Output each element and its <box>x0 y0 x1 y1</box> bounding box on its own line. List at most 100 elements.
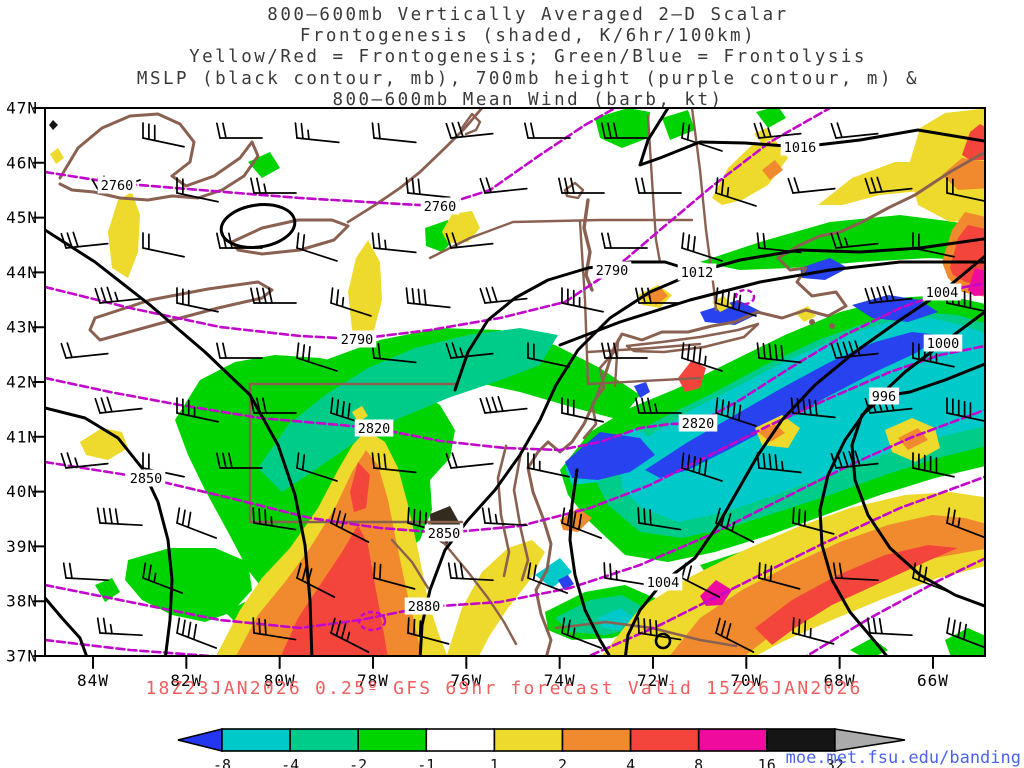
oneida-lake <box>563 181 585 200</box>
frontogenesis-yellow-region <box>108 192 140 278</box>
height-contour-label-box <box>592 261 632 279</box>
wind-barb <box>94 396 143 414</box>
wind-barb <box>561 397 604 423</box>
wind-barb <box>635 177 682 194</box>
lat-axis: 47N 46N 45N 44N 43N 42N 41N 40N 39N 38N 37N <box>6 99 46 666</box>
wind-barb <box>946 177 985 202</box>
wind-barb-staff <box>681 137 723 152</box>
wind-barb-staff <box>65 462 109 469</box>
wind-barb-tick <box>451 342 458 359</box>
wind-barb <box>790 397 836 419</box>
wind-barb <box>715 177 757 207</box>
wind-barb-tick <box>264 509 267 526</box>
wind-barb-staff <box>527 467 570 478</box>
height-contour-label: 2820 <box>358 421 391 437</box>
long-island <box>625 322 760 354</box>
wind-barb-tick <box>384 239 387 251</box>
wind-barb-tick <box>102 507 107 525</box>
wind-barb-tick <box>681 562 687 579</box>
wind-barb-tick <box>790 397 794 414</box>
wind-barb <box>252 507 297 531</box>
height-contour-label-box <box>97 176 137 194</box>
wind-barb-tick <box>294 122 298 139</box>
mslp-contour-label: 1012 <box>681 265 714 281</box>
wind-barb <box>445 121 494 139</box>
frontogenesis-red-region <box>755 545 958 645</box>
wind-barb-tick <box>532 564 537 581</box>
wind-barb-staff <box>450 242 494 249</box>
height-contour-label: 2850 <box>428 526 461 542</box>
wind-barb-tick <box>792 507 795 524</box>
wind-barb-staff <box>330 522 370 543</box>
wind-barb-tick <box>878 617 883 635</box>
height-contour-700mb <box>45 638 233 656</box>
wind-barb-tick <box>681 232 685 249</box>
wind-barb-tick <box>74 457 79 468</box>
wind-barb-tick <box>481 507 486 524</box>
wind-barb <box>681 232 723 262</box>
wind-barb <box>250 177 297 194</box>
wind-barb-tick <box>946 507 951 524</box>
wind-barb-tick <box>451 122 458 139</box>
wind-barb-staff <box>912 467 955 478</box>
source-url-link[interactable]: moe.met.fsu.edu/banding <box>786 748 1021 768</box>
wind-barb <box>830 340 879 359</box>
marthas-vineyard <box>809 319 815 325</box>
frontolysis-green-region <box>662 110 695 140</box>
wind-barb-staff <box>65 242 109 249</box>
wind-barb-tick <box>250 177 255 194</box>
wind-barbs-layer <box>60 121 985 653</box>
wind-barb <box>715 617 755 653</box>
lat-tick-label: 39N <box>6 537 38 556</box>
frontogenesis-black-spot <box>49 120 58 130</box>
wind-barb-tick <box>250 397 255 414</box>
wind-barb <box>445 342 494 359</box>
wind-barb-tick <box>756 452 760 469</box>
wind-barb <box>558 177 605 194</box>
frontogenesis-red-region <box>280 525 388 656</box>
wind-barb-tick <box>836 452 843 469</box>
wind-barb-tick <box>649 619 652 636</box>
title-line-1: 800–600mb Vertically Averaged 2–D Scalar <box>267 5 788 25</box>
mslp-contour <box>418 237 985 656</box>
wind-barb <box>296 562 336 598</box>
wind-barb-tick <box>647 287 652 304</box>
wind-barb-tick <box>181 509 186 526</box>
wind-barb-staff <box>681 467 723 482</box>
wind-barb <box>479 177 528 194</box>
height-contour-700mb <box>45 108 617 208</box>
wind-barb <box>912 232 955 258</box>
wind-barb-staff <box>604 577 648 586</box>
frontolysis-teal-region <box>258 328 558 492</box>
wind-barb-tick <box>142 562 147 579</box>
height-contour-label: 2850 <box>130 471 163 487</box>
wind-barb <box>371 452 417 474</box>
wind-barb-tick <box>222 342 227 359</box>
height-contour-700mb <box>804 556 985 656</box>
wind-barb-tick <box>377 232 381 250</box>
wind-barb-tick <box>445 122 452 139</box>
height-contour-label-box <box>354 419 394 437</box>
wind-barb-tick <box>720 179 725 196</box>
wind-barb-tick <box>451 452 458 469</box>
wind-barb-tick <box>459 562 464 580</box>
colorbar-segment <box>697 728 768 752</box>
mslp-contour-label-box <box>923 334 963 352</box>
state-line-nh-me <box>690 108 718 312</box>
wind-barb-tick <box>796 397 800 415</box>
wind-barb <box>681 122 723 152</box>
wind-barb-staff <box>373 577 416 590</box>
height-contour-label: 2790 <box>596 263 629 279</box>
wind-barb-staff <box>869 407 913 414</box>
wind-barb-tick <box>250 287 255 304</box>
wind-barb-staff <box>407 632 450 645</box>
colorbar-segment <box>221 728 291 752</box>
wind-barb-tick <box>802 398 806 416</box>
wind-barb-tick <box>725 513 732 530</box>
wind-barb <box>561 617 603 649</box>
chesapeake-bay-west <box>496 444 511 578</box>
wind-barb-tick <box>774 454 778 471</box>
frontolysis-cyan-region <box>620 318 985 522</box>
wind-barb-tick <box>864 287 871 304</box>
wind-barb-staff <box>715 522 755 543</box>
